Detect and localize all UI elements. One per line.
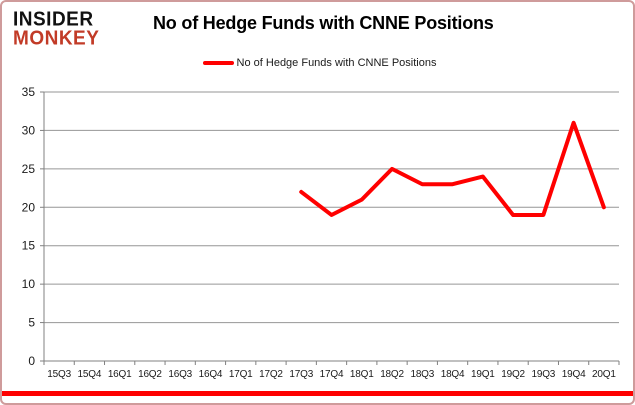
legend-line-swatch <box>202 61 234 65</box>
x-tick-label: 19Q4 <box>562 369 586 380</box>
logo-text-monkey: MONKEY <box>13 27 100 50</box>
y-tick-label: 25 <box>22 162 36 176</box>
x-tick-label: 19Q3 <box>532 369 556 380</box>
x-tick-label: 17Q1 <box>229 369 253 380</box>
y-tick-label: 0 <box>28 354 35 368</box>
logo-text-insider: INSIDER <box>13 8 94 31</box>
y-tick-label: 15 <box>22 239 36 253</box>
legend: No of Hedge Funds with CNNE Positions <box>2 57 633 69</box>
data-line-no-of-hedge-funds-with-cnne-positions <box>299 120 606 217</box>
y-tick-label: 30 <box>22 123 36 137</box>
x-tick-label: 18Q3 <box>410 369 434 380</box>
y-tick-label: 10 <box>22 277 36 291</box>
x-tick-label: 18Q1 <box>350 369 374 380</box>
x-tick-label: 20Q1 <box>592 369 616 380</box>
x-tick-label: 16Q3 <box>168 369 192 380</box>
x-tick-label: 17Q2 <box>259 369 283 380</box>
x-tick-label: 17Q3 <box>289 369 313 380</box>
insider-monkey-logo: INSIDER MONKEY <box>13 8 100 50</box>
x-tick-label: 16Q4 <box>199 369 223 380</box>
legend-label: No of Hedge Funds with CNNE Positions <box>236 57 437 69</box>
x-tick-label: 19Q2 <box>501 369 525 380</box>
x-tick-label: 18Q4 <box>441 369 465 380</box>
x-tick-label: 19Q1 <box>471 369 495 380</box>
y-tick-label: 5 <box>28 316 35 330</box>
x-tick-label: 15Q3 <box>47 369 71 380</box>
x-tick-label: 18Q2 <box>380 369 404 380</box>
chart-title: No of Hedge Funds with CNNE Positions <box>153 13 494 33</box>
y-tick-label: 35 <box>22 85 36 99</box>
x-tick-label: 15Q4 <box>78 369 102 380</box>
x-tick-label: 17Q4 <box>320 369 344 380</box>
bottom-red-rule <box>2 391 633 396</box>
x-tick-label: 16Q2 <box>138 369 162 380</box>
y-tick-label: 20 <box>22 200 36 214</box>
x-tick-label: 16Q1 <box>108 369 132 380</box>
